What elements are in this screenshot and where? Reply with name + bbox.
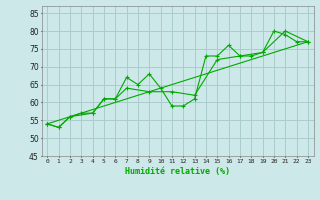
X-axis label: Humidité relative (%): Humidité relative (%) bbox=[125, 167, 230, 176]
